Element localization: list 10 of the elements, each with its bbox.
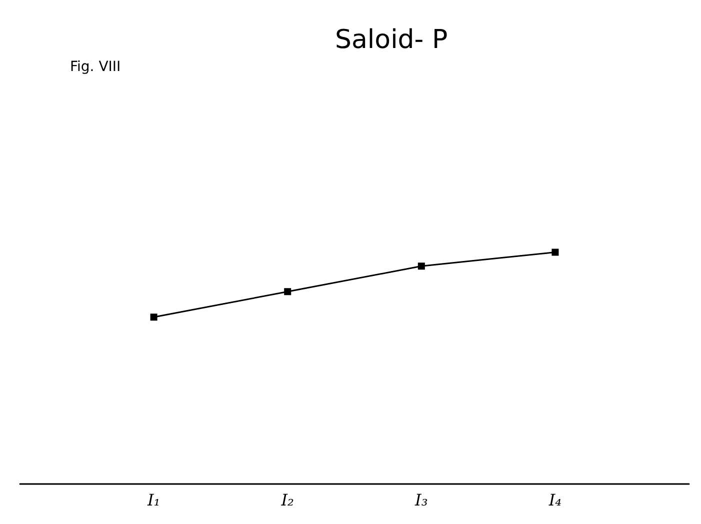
x-tick-label: I₂: [280, 490, 294, 510]
point: [552, 248, 559, 256]
x-tick-label: I₃: [414, 490, 428, 510]
point: [284, 288, 292, 296]
x-tick-label: I₄: [548, 490, 562, 510]
point: [150, 314, 158, 321]
text: Fig. VIII: [70, 59, 121, 75]
chart-title: Saloid- P: [335, 25, 448, 55]
point: [418, 262, 425, 270]
x-tick-label: I₁: [146, 490, 160, 510]
